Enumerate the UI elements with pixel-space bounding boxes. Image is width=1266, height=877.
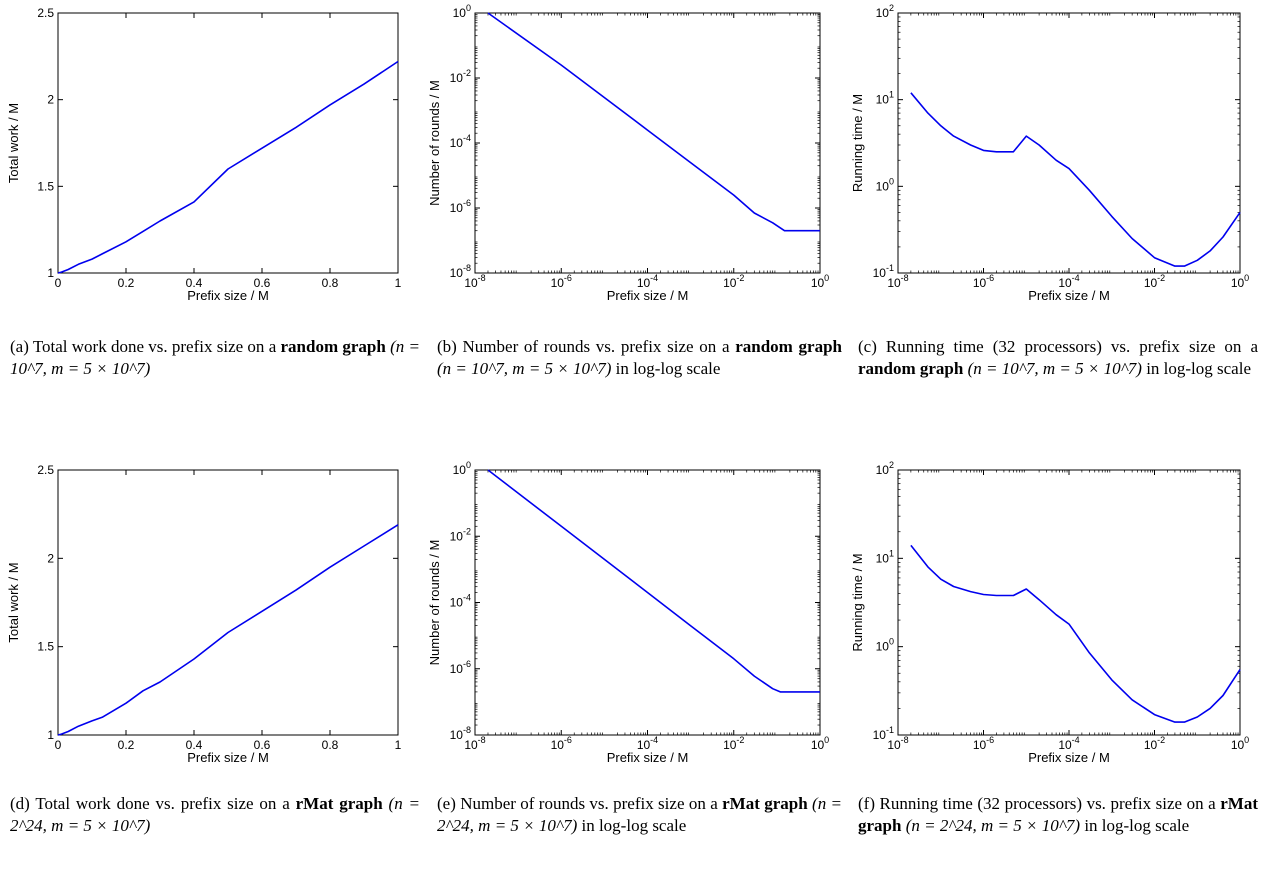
plot-frame <box>897 12 1241 274</box>
x-tick-label: 10-2 <box>1144 273 1165 290</box>
y-tick-label: 10-6 <box>450 659 471 676</box>
x-tick-label: 1 <box>395 276 402 290</box>
y-tick-label: 102 <box>876 3 894 20</box>
plot-frame <box>474 469 821 736</box>
y-tick-label: 1.5 <box>37 179 54 193</box>
y-tick-label: 2.5 <box>37 6 54 20</box>
x-axis-label: Prefix size / M <box>1028 750 1110 765</box>
chart-a: 0 0.2 0.4 0.6 0.8 1 1 1.5 2 2.5 Prefix size / M Tot… <box>6 6 402 303</box>
x-tick-label: 100 <box>811 273 829 290</box>
chart-f: 10-8 10-6 10-4 10-2 100 10-1 100 101 102 Prefix s… <box>850 460 1249 765</box>
y-tick-label: 1 <box>47 266 54 280</box>
y-tick-label: 100 <box>453 3 471 20</box>
x-tick-label: 10-4 <box>1058 735 1079 752</box>
chart-b: 10-8 10-6 10-4 10-2 100 10-8 10-6 10-4 10-2 100 Pr… <box>427 3 829 303</box>
y-tick-label: 2 <box>47 551 54 565</box>
x-tick-label: 0.4 <box>186 738 203 752</box>
y-tick-label: 10-8 <box>450 263 471 280</box>
x-tick-label: 0.6 <box>254 738 271 752</box>
caption-c: (c) Running time (32 processors) vs. pre… <box>858 337 1258 378</box>
y-tick-label: 2 <box>47 93 54 107</box>
series-line <box>487 12 820 232</box>
y-tick-label: 100 <box>876 176 894 193</box>
y-tick-label: 100 <box>876 637 894 654</box>
chart-d: 0 0.2 0.4 0.6 0.8 1 1 1.5 2 2.5 Prefix size / M Tot… <box>6 463 402 765</box>
x-tick-label: 10-4 <box>637 273 658 290</box>
plot-frame <box>897 469 1241 736</box>
y-tick-label: 10-8 <box>450 725 471 742</box>
x-tick-label: 10-2 <box>1144 735 1165 752</box>
x-tick-label: 0 <box>55 276 62 290</box>
plot-frame <box>57 12 399 274</box>
x-tick-label: 0.8 <box>322 276 339 290</box>
series-line <box>910 544 1241 723</box>
x-tick-label: 10-8 <box>887 735 908 752</box>
y-axis-label: Running time / M <box>850 94 865 192</box>
y-tick-label: 100 <box>453 460 471 477</box>
y-tick-label: 10-1 <box>873 725 894 742</box>
x-axis-label: Prefix size / M <box>187 288 269 303</box>
y-tick-label: 10-4 <box>450 133 471 150</box>
y-tick-label: 101 <box>876 548 894 565</box>
caption-b: (b) Number of rounds vs. prefix size on … <box>437 337 842 378</box>
x-tick-label: 10-4 <box>637 735 658 752</box>
plot-frame <box>474 12 821 274</box>
y-axis-label: Number of rounds / M <box>427 540 442 666</box>
x-tick-label: 10-2 <box>723 735 744 752</box>
y-tick-label: 10-4 <box>450 593 471 610</box>
series-line <box>910 92 1241 267</box>
x-tick-label: 100 <box>1231 735 1249 752</box>
series-line <box>487 469 820 693</box>
caption-a: (a) Total work done vs. prefix size on a… <box>10 337 421 378</box>
x-tick-label: 0.4 <box>186 276 203 290</box>
chart-e: 10-8 10-6 10-4 10-2 100 10-8 10-6 10-4 10-2 100 Pr… <box>427 460 829 765</box>
x-tick-label: 0.2 <box>118 276 135 290</box>
x-tick-label: 100 <box>1231 273 1249 290</box>
y-tick-label: 10-2 <box>450 68 471 85</box>
y-axis-label: Number of rounds / M <box>427 80 442 206</box>
caption-d: (d) Total work done vs. prefix size on a… <box>10 794 420 835</box>
x-tick-label: 10-6 <box>551 735 572 752</box>
series-line <box>57 60 399 274</box>
x-tick-label: 10-8 <box>887 273 908 290</box>
x-axis-label: Prefix size / M <box>187 750 269 765</box>
x-tick-label: 10-6 <box>973 735 994 752</box>
chart-c: 10-8 10-6 10-4 10-2 100 10-1 100 101 102 Prefix s… <box>850 3 1249 303</box>
y-tick-label: 10-6 <box>450 198 471 215</box>
y-axis-label: Total work / M <box>6 562 21 642</box>
caption-f: (f) Running time (32 processors) vs. pre… <box>858 794 1258 835</box>
y-tick-label: 1 <box>47 728 54 742</box>
y-tick-label: 10-1 <box>873 263 894 280</box>
y-axis-label: Running time / M <box>850 553 865 651</box>
y-tick-label: 101 <box>876 90 894 107</box>
x-tick-label: 10-6 <box>973 273 994 290</box>
y-tick-label: 1.5 <box>37 640 54 654</box>
x-axis-label: Prefix size / M <box>1028 288 1110 303</box>
x-tick-label: 10-4 <box>1058 273 1079 290</box>
x-tick-label: 100 <box>811 735 829 752</box>
x-tick-label: 10-2 <box>723 273 744 290</box>
y-axis-label: Total work / M <box>6 103 21 183</box>
series-line <box>57 524 399 736</box>
x-tick-label: 10-8 <box>464 735 485 752</box>
y-tick-label: 2.5 <box>37 463 54 477</box>
x-tick-label: 0.2 <box>118 738 135 752</box>
y-tick-label: 102 <box>876 460 894 477</box>
x-axis-label: Prefix size / M <box>607 288 689 303</box>
x-tick-label: 1 <box>395 738 402 752</box>
y-tick-label: 10-2 <box>450 526 471 543</box>
x-tick-label: 0.8 <box>322 738 339 752</box>
caption-e: (e) Number of rounds vs. prefix size on … <box>437 794 843 835</box>
x-tick-label: 10-6 <box>551 273 572 290</box>
x-tick-label: 0 <box>55 738 62 752</box>
x-tick-label: 10-8 <box>464 273 485 290</box>
plot-frame <box>57 469 399 736</box>
x-axis-label: Prefix size / M <box>607 750 689 765</box>
x-tick-label: 0.6 <box>254 276 271 290</box>
